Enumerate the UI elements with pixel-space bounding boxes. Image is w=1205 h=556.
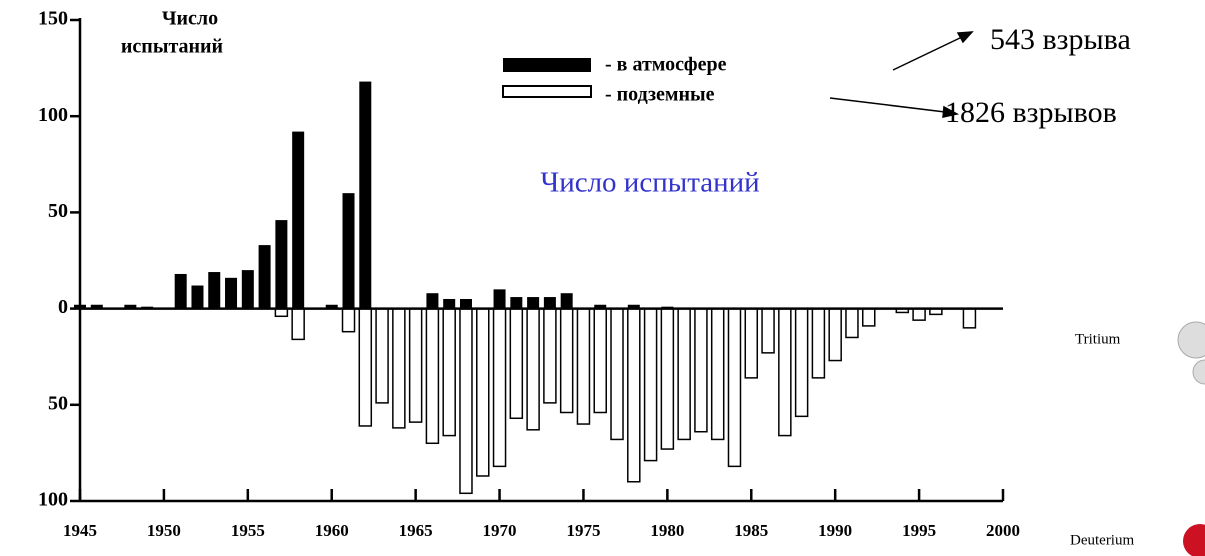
y-tick-label: 100 — [38, 489, 68, 511]
x-tick-label: 1995 — [902, 521, 936, 540]
bar — [292, 131, 305, 309]
bar — [191, 285, 204, 309]
bar — [694, 307, 708, 433]
y-tick-label: 150 — [38, 8, 68, 30]
atom — [1183, 524, 1205, 556]
bar — [610, 307, 624, 441]
bar — [510, 297, 523, 309]
bar — [627, 304, 640, 309]
atom — [1192, 359, 1205, 385]
bar — [241, 270, 254, 309]
x-tick-label: 1980 — [650, 521, 684, 540]
bar — [74, 304, 86, 309]
bar — [560, 293, 573, 309]
bar — [559, 307, 574, 414]
bar — [375, 307, 389, 404]
x-tick-label: 1960 — [315, 521, 349, 540]
x-tick-label: 1970 — [483, 521, 517, 540]
bar — [492, 307, 507, 468]
bar — [778, 307, 792, 437]
sidebar-label: Tritium — [1075, 331, 1121, 347]
x-tick-label: 2000 — [986, 521, 1020, 540]
bar — [509, 307, 524, 420]
bar — [543, 307, 557, 404]
arrows — [829, 31, 974, 118]
annotation: 1826 взрывов — [945, 96, 1117, 129]
bar — [90, 304, 103, 309]
bar — [275, 220, 288, 309]
y-label-line: Число — [162, 8, 218, 30]
bar — [124, 304, 137, 309]
bar — [727, 307, 742, 468]
legend-label: - подземные — [605, 84, 715, 106]
bar — [174, 273, 187, 309]
bar — [527, 297, 540, 309]
y-tick-label: 0 — [58, 296, 68, 318]
bar — [962, 307, 977, 329]
x-tick-label: 1955 — [231, 521, 265, 540]
legend-swatch — [503, 58, 591, 72]
bar — [593, 307, 607, 414]
x-tick-label: 1950 — [147, 521, 181, 540]
x-tick-label: 1975 — [566, 521, 600, 540]
annotation: 543 взрыва — [990, 23, 1131, 56]
bar — [408, 307, 423, 423]
bar — [459, 307, 473, 495]
bar — [325, 304, 338, 309]
bar — [543, 297, 556, 309]
bar — [828, 307, 842, 362]
bar — [794, 307, 809, 418]
bar — [744, 307, 759, 379]
bar — [443, 298, 456, 309]
bar — [677, 307, 691, 441]
y-label-line: испытаний — [121, 36, 223, 58]
y-tick-label: 100 — [38, 104, 68, 126]
bar — [358, 307, 373, 427]
x-tick-label: 1945 — [63, 521, 97, 540]
chart-title: Число испытаний — [540, 167, 759, 199]
bar — [359, 81, 372, 309]
bar — [576, 307, 591, 425]
bar — [811, 307, 826, 379]
bar — [459, 298, 472, 309]
bar — [845, 307, 859, 339]
bar — [627, 307, 641, 483]
sidebar-label: Deuterium — [1070, 532, 1134, 548]
bar — [291, 307, 305, 341]
bar — [425, 307, 440, 445]
bar — [660, 307, 675, 450]
bar — [493, 289, 506, 309]
x-tick-label: 1965 — [399, 521, 433, 540]
x-tick-label: 1990 — [818, 521, 852, 540]
y-tick-label: 50 — [48, 200, 68, 222]
bar — [208, 272, 221, 309]
bar — [526, 307, 540, 431]
bar — [426, 293, 439, 309]
bar — [710, 307, 725, 441]
legend-swatch — [502, 85, 592, 98]
bar — [258, 245, 271, 309]
bar — [442, 307, 456, 437]
y-tick-label: 50 — [48, 392, 68, 414]
bar — [225, 277, 238, 309]
bar — [594, 304, 607, 309]
bar — [861, 307, 876, 327]
bar — [392, 307, 406, 429]
x-tick-label: 1985 — [734, 521, 768, 540]
bar — [341, 307, 356, 333]
legend-label: - в атмосфере — [605, 54, 727, 76]
atom — [1177, 321, 1205, 359]
bar — [476, 307, 490, 477]
bar — [912, 307, 926, 321]
bar — [761, 307, 775, 354]
bar — [342, 193, 355, 309]
bar — [643, 307, 658, 462]
